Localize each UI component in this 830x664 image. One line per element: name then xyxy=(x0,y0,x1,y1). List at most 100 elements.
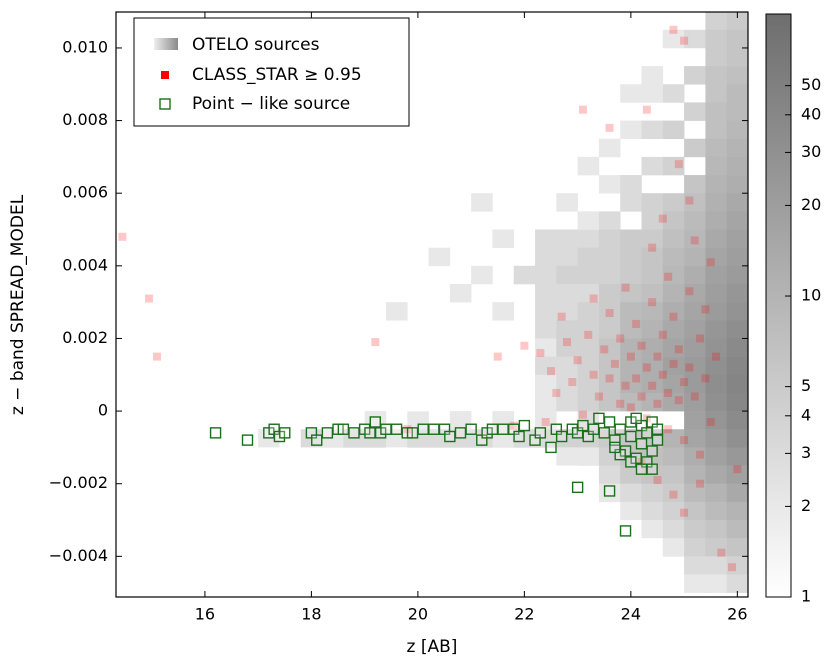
hist-cell xyxy=(407,392,429,412)
hist-cell xyxy=(556,283,578,303)
hist-cell xyxy=(705,356,728,376)
hist-cell xyxy=(598,47,621,67)
hist-cell xyxy=(684,574,706,593)
star-point xyxy=(509,421,518,430)
hist-cell xyxy=(556,392,578,412)
x-tick-label: 16 xyxy=(195,605,215,624)
hist-cell xyxy=(598,175,621,194)
hist-cell xyxy=(577,338,600,357)
hist-cell xyxy=(684,265,706,285)
hist-cell xyxy=(705,175,728,194)
y-tick-label: −0.002 xyxy=(49,473,108,492)
star-point xyxy=(664,425,673,434)
y-tick-label: 0.006 xyxy=(62,183,108,202)
colorbar-tick-label: 4 xyxy=(801,405,811,424)
hist-cell xyxy=(535,374,557,394)
point-like-marker xyxy=(625,456,637,468)
hist-cell xyxy=(684,138,706,158)
legend-marker xyxy=(161,71,169,79)
point-like-marker xyxy=(635,463,648,475)
star-point xyxy=(717,548,726,557)
hist-cell xyxy=(641,338,664,357)
hist-cell xyxy=(726,265,748,285)
hist-cell xyxy=(598,302,621,321)
hist-cell xyxy=(726,302,748,321)
hist-cell xyxy=(726,29,748,49)
hist-cell xyxy=(662,338,685,357)
point-like-marker xyxy=(646,445,658,457)
hist-cell xyxy=(726,66,748,85)
point-like-marker xyxy=(364,427,376,439)
hist-cell xyxy=(705,520,728,539)
hist-cell xyxy=(577,302,600,321)
hist-cell xyxy=(620,356,642,376)
hist-cell xyxy=(705,84,728,103)
hist-cell xyxy=(641,66,664,85)
hist-cell xyxy=(471,193,493,212)
hist-cell xyxy=(620,84,642,103)
hist-cell xyxy=(598,229,621,248)
x-axis-label: z [AB] xyxy=(407,637,458,657)
point-like-marker xyxy=(369,416,381,428)
hist-cell xyxy=(620,120,642,140)
star-point xyxy=(600,345,609,354)
star-point xyxy=(578,410,587,419)
star-point xyxy=(371,338,380,347)
hist-cell xyxy=(684,229,706,248)
hist-cell xyxy=(641,247,664,267)
hist-cell xyxy=(641,538,664,557)
point-like-marker xyxy=(646,463,658,475)
hist-cell xyxy=(577,265,600,285)
hist-cell xyxy=(705,538,728,557)
x-tick-label: 26 xyxy=(727,605,747,624)
point-like-marker xyxy=(380,423,392,435)
star-point xyxy=(520,341,529,350)
hist-cell xyxy=(641,229,664,248)
hist-cell xyxy=(705,12,728,31)
star-point xyxy=(733,465,742,474)
point-like-marker xyxy=(603,485,616,497)
star-point xyxy=(685,196,694,205)
hist-cell xyxy=(662,211,685,230)
hist-cell xyxy=(641,320,664,339)
hist-cell xyxy=(726,538,748,557)
colorbar-tick-label: 50 xyxy=(801,75,821,94)
hist-cell xyxy=(684,211,706,230)
y-tick-label: 0 xyxy=(98,401,108,420)
hist-cell xyxy=(620,175,642,194)
y-tick-label: −0.004 xyxy=(49,546,108,565)
hist-cell xyxy=(598,320,621,339)
hist-cell xyxy=(705,47,728,67)
star-point xyxy=(578,105,587,114)
hist-cell xyxy=(705,465,728,485)
hist-cell xyxy=(684,374,706,394)
star-point xyxy=(674,160,683,169)
hist-cell xyxy=(726,283,748,303)
hist-cell xyxy=(598,374,621,394)
hist-cell xyxy=(641,501,664,521)
hist-cell xyxy=(684,338,706,357)
hist-cell xyxy=(705,229,728,248)
star-point xyxy=(696,450,705,459)
hist-cell xyxy=(598,283,621,303)
hist-cell xyxy=(684,283,706,303)
hist-cell xyxy=(535,120,557,140)
hist-cell xyxy=(662,538,685,557)
hist-cell xyxy=(726,193,748,212)
hist-cell xyxy=(598,392,621,412)
star-point xyxy=(712,352,721,361)
hist-cell xyxy=(428,356,451,376)
hist-cell xyxy=(726,211,748,230)
star-point xyxy=(632,319,641,328)
star-point xyxy=(145,294,154,303)
point-like-marker xyxy=(406,427,419,439)
hist-cell xyxy=(662,520,685,539)
star-point xyxy=(642,363,651,372)
plot-frame xyxy=(115,11,749,598)
hist-cell xyxy=(662,193,685,212)
hist-cell xyxy=(449,320,472,339)
hist-cell xyxy=(726,84,748,103)
hist-cell xyxy=(726,356,748,376)
star-point xyxy=(541,417,550,426)
star-point xyxy=(637,341,646,350)
